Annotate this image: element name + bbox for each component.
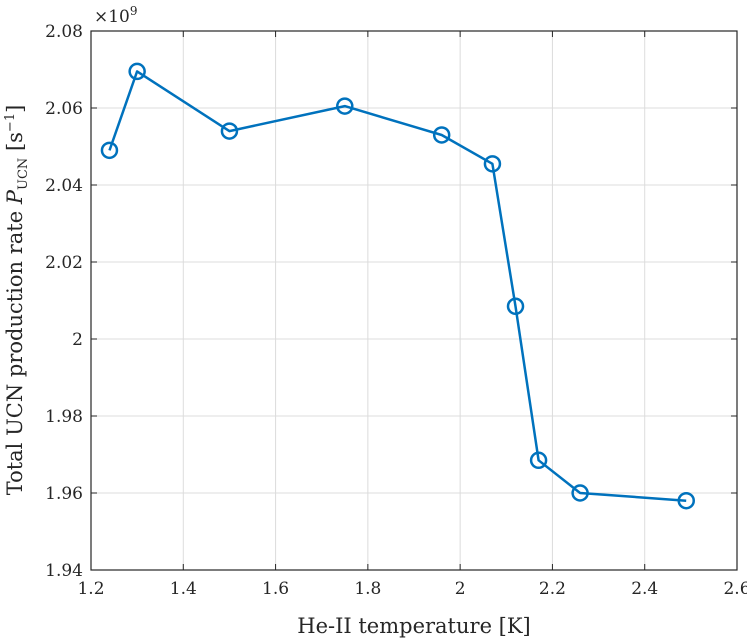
data-point <box>220 122 239 140</box>
x-tick-label: 2 <box>455 579 466 599</box>
y-tick-label: 1.98 <box>45 407 83 427</box>
axis-ticks: 1.2 1.4 1.6 1.8 2 2.2 2.4 2.6 1.94 1.96 1.98 2 2.02 2… <box>45 22 747 599</box>
data-point <box>677 491 695 510</box>
y-tick-label: 2 <box>72 330 83 350</box>
y-tick-label: 2.06 <box>45 99 83 119</box>
y-tick-label: 2.02 <box>45 253 83 273</box>
x-tick-label: 1.6 <box>262 579 289 599</box>
x-tick-label: 1.2 <box>77 579 104 599</box>
x-tick-label: 1.8 <box>354 579 381 599</box>
data-series <box>100 62 695 510</box>
y-tick-label: 1.94 <box>45 561 83 581</box>
data-point <box>529 451 548 470</box>
data-point <box>506 297 525 316</box>
x-axis-label: He-II temperature [K] <box>297 614 531 638</box>
series-line <box>108 70 687 502</box>
y-tick-label: 2.04 <box>45 176 83 196</box>
x-tick-label: 2.6 <box>723 579 747 599</box>
data-point <box>571 484 589 502</box>
x-tick-label: 1.4 <box>170 579 197 599</box>
data-point <box>483 155 502 173</box>
data-point <box>100 141 119 160</box>
data-point <box>336 97 354 115</box>
y-exponent-label: ×109 <box>94 4 138 27</box>
y-tick-label: 1.96 <box>45 484 83 504</box>
y-tick-label: 2.08 <box>45 22 83 42</box>
data-point <box>432 126 451 144</box>
data-point <box>128 62 146 81</box>
plot-area-frame <box>90 30 738 571</box>
x-tick-label: 2.4 <box>631 579 658 599</box>
x-tick-label: 2.2 <box>539 579 566 599</box>
y-axis-label: Total UCN production rate PUCN [s−1] <box>3 105 31 496</box>
grid-lines <box>90 30 738 571</box>
